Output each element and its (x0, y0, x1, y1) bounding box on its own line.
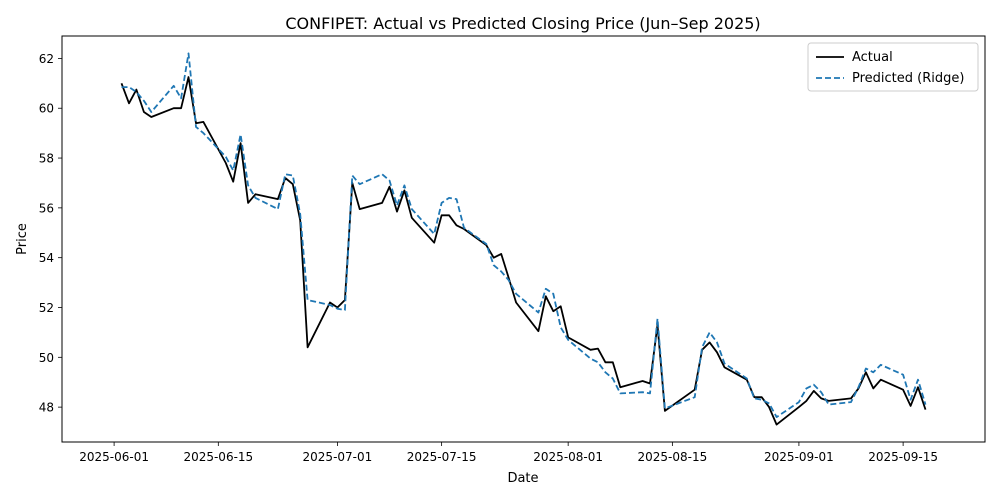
x-tick-label: 2025-06-01 (79, 450, 149, 464)
legend-label-actual: Actual (852, 50, 893, 65)
chart-title: CONFIPET: Actual vs Predicted Closing Pr… (285, 14, 760, 33)
y-tick-label: 54 (39, 251, 54, 265)
series-line-predicted (121, 52, 927, 419)
y-axis: 48 50 52 54 56 58 60 62 (39, 52, 62, 415)
x-tick-label: 2025-09-15 (868, 450, 938, 464)
y-tick-label: 62 (39, 52, 54, 66)
x-tick-label: 2025-08-15 (637, 450, 707, 464)
y-tick-label: 50 (39, 351, 54, 365)
x-tick-label: 2025-07-01 (303, 450, 373, 464)
y-tick-label: 52 (39, 301, 54, 315)
legend-label-predicted: Predicted (Ridge) (852, 71, 964, 86)
y-tick-label: 48 (39, 401, 54, 415)
series-layer (120, 52, 927, 426)
y-tick-label: 58 (39, 152, 54, 166)
plot-area (61, 35, 986, 443)
x-tick-label: 2025-07-15 (407, 450, 477, 464)
y-axis-label: Price (15, 223, 30, 255)
axes-frame (61, 35, 986, 443)
x-axis: 2025-06-01 2025-06-15 2025-07-01 2025-07-15… (79, 442, 938, 464)
x-tick-label: 2025-09-01 (764, 450, 834, 464)
series-line-actual (120, 76, 927, 426)
y-tick-label: 60 (39, 102, 54, 116)
x-axis-label: Date (507, 471, 538, 486)
legend-box (807, 42, 979, 92)
x-tick-label: 2025-06-15 (183, 450, 253, 464)
legend: Actual Predicted (Ridge) (807, 42, 979, 92)
x-tick-label: 2025-08-01 (533, 450, 603, 464)
y-tick-label: 56 (39, 201, 54, 215)
